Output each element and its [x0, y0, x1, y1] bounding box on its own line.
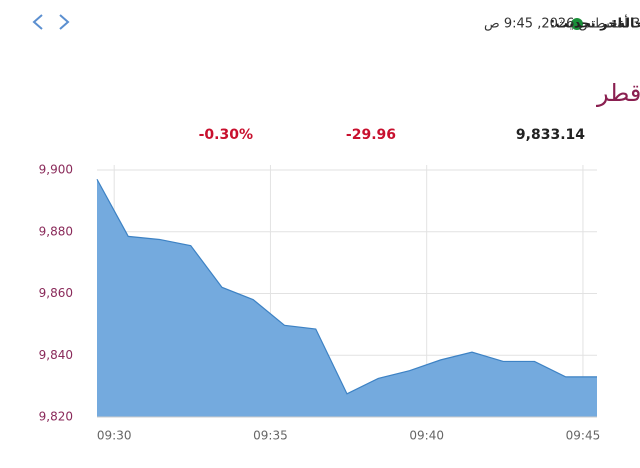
y-tick-label: 9,900	[39, 163, 73, 177]
x-tick-label: 09:30	[97, 429, 132, 443]
area	[97, 179, 597, 417]
y-tick-label: 9,880	[39, 224, 73, 238]
y-tick-label: 9,840	[39, 348, 73, 362]
status-dot	[571, 18, 583, 30]
change-percent: -0.30%	[199, 127, 253, 143]
area-line	[96, 178, 597, 395]
chart-title: مؤشر بورصة قطر	[596, 79, 640, 107]
update-label: اخر تحديث:	[550, 17, 622, 32]
update-time: 31 أغسطس 2026, 9:45 ص	[484, 15, 640, 32]
next-arrow[interactable]	[59, 14, 70, 30]
prev-arrow[interactable]	[32, 14, 43, 30]
x-tick-label: 09:45	[566, 429, 601, 443]
last-value: 9,833.14	[516, 127, 585, 143]
y-tick-label: 9,820	[39, 410, 73, 424]
y-tick-label: 9,860	[39, 286, 73, 300]
status-label: الحالة:	[612, 17, 640, 32]
change: -29.96	[346, 127, 396, 143]
x-tick-label: 09:40	[409, 429, 444, 443]
x-tick-label: 09:35	[253, 429, 288, 443]
